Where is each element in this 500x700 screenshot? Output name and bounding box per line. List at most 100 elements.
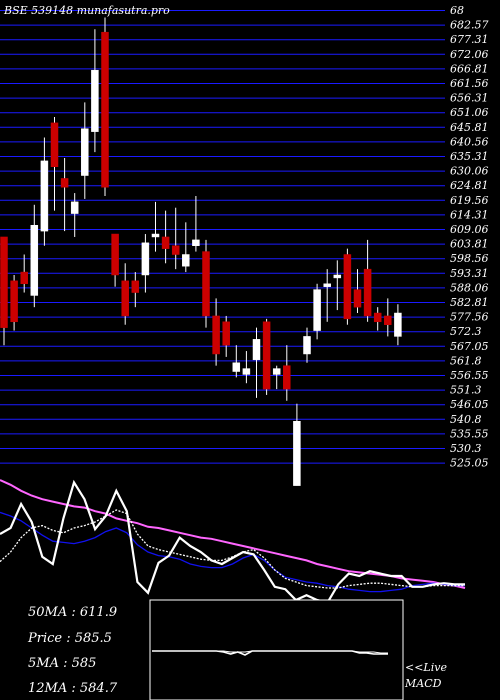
candle-body — [384, 315, 392, 325]
candle-body — [10, 280, 18, 323]
candle-body — [262, 321, 271, 390]
price-tick-label: 593.31 — [450, 267, 489, 280]
candle — [171, 207, 180, 270]
candle-body — [333, 274, 342, 279]
candle-body — [202, 251, 210, 317]
candle-body — [323, 283, 331, 287]
price-label: Price : 585.5 — [27, 631, 112, 646]
price-tick-label: 530.3 — [450, 442, 482, 455]
candle — [121, 263, 129, 325]
price-tick-label: 588.06 — [450, 281, 489, 294]
candle — [10, 274, 18, 331]
candle — [161, 210, 170, 264]
candle — [252, 327, 261, 398]
candle — [242, 351, 251, 384]
candle-body — [192, 239, 200, 246]
candle-body — [50, 122, 59, 167]
candle-body — [242, 368, 251, 375]
candle — [30, 204, 39, 308]
price-tick-label: 561.8 — [450, 354, 482, 367]
candle-body — [343, 254, 352, 320]
macd-label: MACD — [404, 677, 442, 690]
candle-body — [303, 336, 311, 355]
price-tick-label: 540.8 — [450, 413, 482, 426]
candle — [182, 222, 190, 273]
candle-body — [353, 289, 362, 308]
price-tick-label: 624.81 — [450, 179, 489, 192]
candle — [131, 272, 140, 308]
price-tick-label: 525.05 — [450, 457, 489, 470]
price-tick-label: 582.81 — [450, 296, 489, 309]
price-tick-label: 598.56 — [450, 252, 489, 265]
ma50-label: 50MA : 611.9 — [28, 605, 117, 620]
ma12-label: 12MA : 584.7 — [28, 681, 118, 696]
candle-body — [373, 312, 382, 323]
macd-lines — [152, 650, 388, 656]
price-tick-label: 677.31 — [450, 33, 489, 46]
candle — [20, 254, 28, 293]
price-tick-label: 556.55 — [450, 369, 489, 382]
indicator-panel — [0, 479, 466, 604]
candle — [40, 137, 49, 246]
price-tick-label: 682.57 — [450, 19, 489, 32]
indicator-line — [0, 509, 465, 589]
price-tick-label: 672.06 — [450, 48, 489, 61]
price-tick-label: 572.3 — [450, 325, 482, 338]
price-tick-label: 567.05 — [450, 340, 489, 353]
candle — [333, 260, 342, 311]
ma5-label: 5MA : 585 — [28, 656, 96, 671]
candle — [343, 248, 352, 325]
candle-body — [232, 362, 241, 372]
candle — [60, 157, 69, 232]
candle — [394, 304, 402, 346]
price-tick-label: 551.3 — [450, 384, 482, 397]
candle — [0, 236, 8, 346]
candle — [283, 345, 291, 401]
macd-panel — [149, 599, 404, 700]
candle-body — [272, 368, 281, 375]
macd-line — [152, 650, 388, 654]
price-tick-label: 630.06 — [450, 165, 489, 178]
candle — [91, 29, 99, 153]
candle-body — [20, 271, 28, 285]
candle — [373, 307, 382, 331]
price-tick-label: 535.55 — [450, 427, 489, 440]
candle — [232, 345, 241, 378]
price-tick-label: 614.31 — [450, 208, 489, 221]
price-tick-label: 609.06 — [450, 223, 489, 236]
candle-body — [70, 201, 79, 214]
candle-body — [101, 31, 109, 188]
price-grid — [0, 10, 445, 464]
candle — [151, 201, 160, 252]
candle-body — [313, 289, 321, 331]
candles — [0, 17, 402, 486]
candle-body — [111, 233, 119, 276]
candle — [212, 298, 220, 366]
indicator-line — [0, 511, 465, 593]
candle-body — [0, 236, 8, 328]
candle — [111, 233, 119, 287]
candle — [293, 403, 301, 486]
candle-body — [222, 321, 230, 346]
candle — [202, 239, 210, 328]
candle-body — [363, 268, 372, 317]
macd-live-label: <<Live — [405, 661, 447, 674]
price-tick-label: 546.05 — [450, 398, 489, 411]
candle — [313, 283, 321, 340]
candle-body — [283, 365, 291, 390]
indicator-line — [0, 479, 465, 604]
candle-body — [121, 280, 129, 317]
candle — [363, 239, 372, 322]
price-tick-label: 577.56 — [450, 311, 489, 324]
candle — [70, 193, 79, 237]
candle — [384, 298, 392, 337]
candle-body — [141, 242, 150, 276]
candle — [192, 196, 200, 252]
price-tick-label: 68 — [450, 4, 464, 17]
price-tick-label: 645.81 — [450, 121, 489, 134]
candle-body — [40, 160, 49, 232]
candle — [50, 117, 59, 211]
price-tick-label: 635.31 — [450, 150, 489, 163]
candle-body — [81, 128, 89, 176]
candle-body — [91, 69, 99, 132]
